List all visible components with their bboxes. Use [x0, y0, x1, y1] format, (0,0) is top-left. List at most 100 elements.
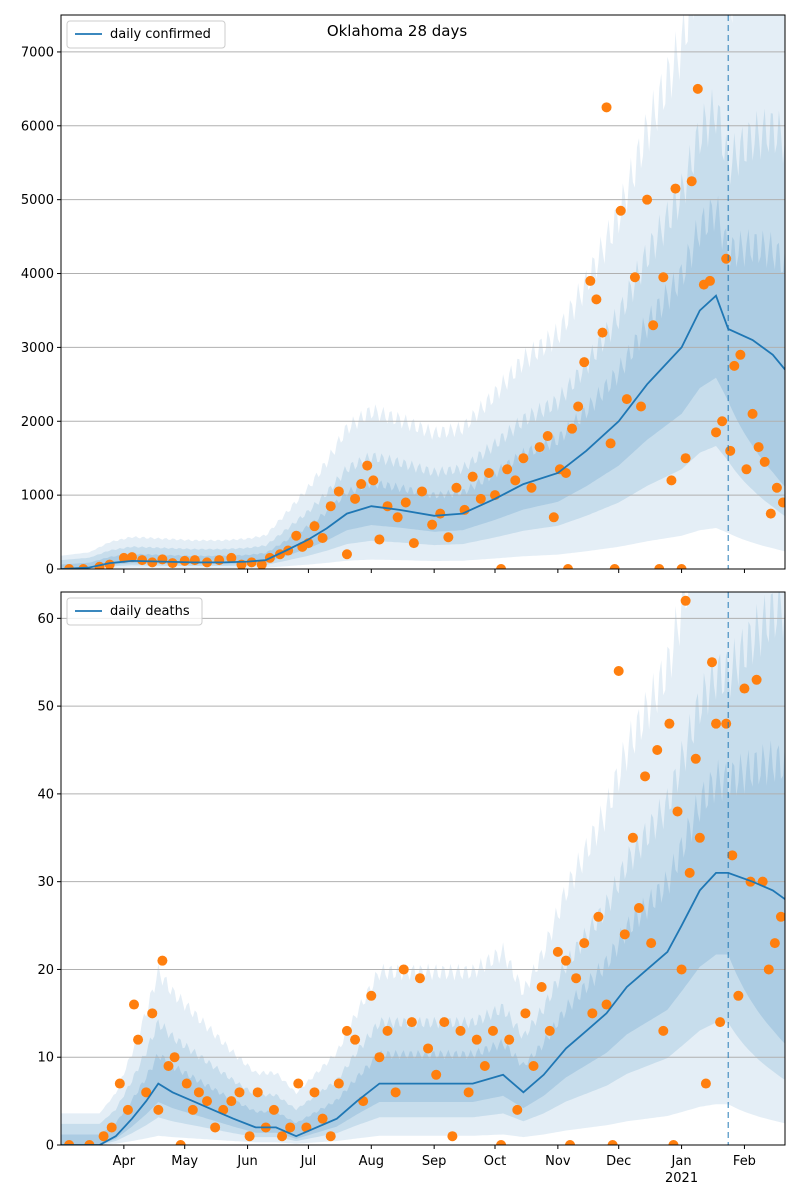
observed-point	[642, 194, 653, 205]
observed-point	[571, 973, 582, 984]
observed-point	[609, 564, 620, 569]
observed-point	[443, 532, 454, 543]
observed-point	[704, 275, 715, 286]
observed-point	[565, 1140, 576, 1145]
uncertainty-band-1	[61, 15, 785, 569]
observed-point	[739, 683, 750, 694]
observed-point	[374, 1052, 385, 1063]
observed-point	[621, 394, 632, 405]
observed-point	[591, 294, 602, 305]
observed-point	[163, 1061, 174, 1071]
observed-point	[763, 964, 774, 975]
observed-point	[579, 357, 590, 368]
observed-point	[654, 564, 665, 569]
observed-point	[504, 1034, 515, 1045]
y-tick-label: 40	[37, 787, 54, 802]
observed-point	[711, 718, 722, 729]
observed-point	[414, 973, 425, 984]
observed-point	[114, 1078, 125, 1089]
observed-point	[692, 83, 703, 94]
x-tick-label: Jan	[671, 1154, 692, 1169]
observed-point	[518, 453, 529, 464]
observed-point	[629, 272, 640, 283]
observed-point	[390, 1087, 401, 1098]
observed-point	[246, 557, 257, 568]
observed-point	[126, 552, 137, 563]
observed-point	[741, 464, 752, 475]
observed-point	[765, 508, 776, 519]
observed-point	[285, 1122, 296, 1133]
y-tick-label: 4000	[21, 267, 54, 282]
observed-point	[552, 946, 563, 957]
series-line-daily-confirmed	[61, 294, 785, 569]
observed-point	[382, 501, 393, 512]
observed-point	[627, 832, 638, 843]
confirmed-series-lines	[61, 15, 785, 569]
deaths-chart-panel: 0 10 20 30 40 50 60 Apr May Jun Jul Aug Sep Oct Nov Dec…	[37, 591, 786, 1186]
observed-point	[751, 674, 762, 685]
observed-point	[727, 850, 738, 861]
observed-point	[563, 564, 574, 569]
x-tick-label: Jul	[300, 1154, 317, 1169]
deaths-axes: 0 10 20 30 40 50 60 Apr May Jun Jul Aug Sep Oct Nov Dec…	[37, 591, 786, 1186]
observed-point	[725, 445, 736, 456]
observed-point	[585, 275, 596, 286]
observed-point	[536, 982, 547, 992]
observed-point	[735, 349, 746, 360]
observed-point	[167, 558, 178, 569]
observed-point	[341, 1025, 352, 1036]
observed-point	[439, 1017, 450, 1028]
observed-point	[358, 1096, 369, 1107]
observed-point	[636, 401, 647, 412]
observed-point	[193, 1087, 204, 1098]
observed-point	[717, 416, 728, 427]
observed-point	[729, 360, 740, 371]
observed-point	[447, 1131, 458, 1142]
observed-point	[487, 1025, 498, 1036]
observed-point	[317, 532, 328, 543]
observed-point	[98, 1131, 109, 1142]
uncertainty-band-3	[61, 195, 785, 569]
observed-point	[398, 964, 409, 975]
observed-point	[560, 467, 571, 478]
y-tick-label: 0	[46, 563, 54, 578]
observed-point	[226, 552, 237, 563]
observed-point	[652, 745, 663, 755]
y-tick-label: 30	[37, 875, 54, 890]
observed-point	[451, 482, 462, 493]
observed-point	[350, 1034, 361, 1045]
y-tick-label: 20	[37, 963, 54, 978]
observed-point	[333, 1078, 344, 1089]
observed-point	[179, 555, 190, 566]
observed-point	[475, 493, 486, 504]
observed-point	[187, 1104, 198, 1115]
observed-point	[122, 1104, 133, 1115]
observed-point	[676, 964, 687, 975]
series-line-daily-deaths	[61, 872, 785, 1145]
observed-point	[382, 1025, 393, 1036]
observed-point	[400, 497, 411, 508]
axes-frame	[60, 591, 786, 1146]
observed-point	[325, 501, 336, 512]
observed-point	[502, 464, 513, 475]
observed-point	[214, 555, 225, 566]
x-tick-label: Feb	[733, 1154, 756, 1169]
observed-point	[341, 549, 352, 560]
observed-point	[715, 1017, 726, 1028]
observed-point	[104, 559, 115, 569]
observed-point	[579, 938, 590, 949]
observed-point	[333, 486, 344, 497]
y-tick-label: 2000	[21, 415, 54, 430]
observed-point	[137, 555, 148, 566]
observed-point	[226, 1096, 237, 1107]
observed-point	[548, 512, 559, 523]
observed-point	[157, 955, 168, 966]
x-year-label: 2021	[665, 1171, 698, 1186]
observed-point	[664, 718, 675, 729]
observed-point	[619, 929, 630, 940]
y-tick-label: 5000	[21, 193, 54, 208]
confirmed-legend: daily confirmed	[66, 20, 226, 49]
observed-point	[392, 512, 403, 523]
observed-point	[350, 493, 361, 504]
